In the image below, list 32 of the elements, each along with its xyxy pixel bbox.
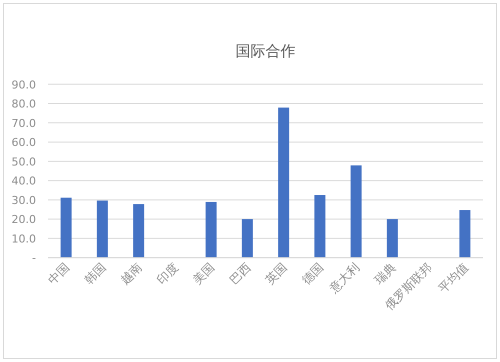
y-tick-label: 10.0 (12, 232, 36, 246)
bar (278, 108, 290, 258)
x-tick-label: 中国 (45, 260, 72, 288)
x-tick-label: 英国 (262, 260, 290, 288)
y-tick-label: 90.0 (12, 78, 36, 92)
x-tick-label: 平均值 (436, 260, 471, 296)
y-tick-label: 40.0 (12, 174, 36, 188)
y-tick-label: 60.0 (12, 136, 36, 150)
bar (206, 202, 217, 258)
y-tick-label: 80.0 (12, 98, 36, 111)
bar (96, 200, 108, 258)
y-tick-label: - (32, 252, 36, 265)
x-tick-label: 巴西 (226, 260, 254, 288)
x-tick-label: 瑞典 (372, 260, 398, 288)
bar (242, 219, 253, 258)
y-tick-label: 50.0 (12, 155, 36, 168)
x-tick-label: 意大利 (326, 260, 362, 296)
bar (350, 165, 362, 258)
x-tick-label: 越南 (118, 260, 145, 288)
bar (459, 210, 470, 258)
y-tick-label: 30.0 (12, 194, 36, 207)
x-tick-label: 德国 (299, 260, 326, 288)
bar (386, 219, 398, 258)
y-tick-label: 70.0 (12, 116, 36, 130)
x-tick-label: 印度 (154, 260, 181, 288)
x-tick-label: 美国 (190, 260, 218, 288)
chart-title: 国际合作 (236, 42, 296, 60)
bar (60, 198, 72, 258)
y-tick-label: 20.0 (12, 213, 36, 226)
bar (314, 195, 326, 258)
x-tick-label: 韩国 (82, 260, 108, 288)
bar (133, 204, 144, 258)
